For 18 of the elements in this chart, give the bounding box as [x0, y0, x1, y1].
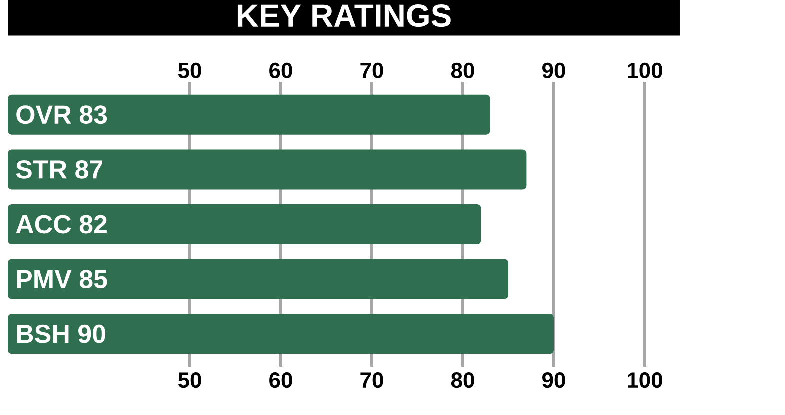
chart-title: KEY RATINGS [238, 4, 451, 28]
x2-tick-label: 50 [178, 372, 202, 388]
y-tick-label: STR 87 [16, 160, 103, 179]
y-tick-label: PMV 85 [17, 270, 108, 288]
x-tick-label: 90 [542, 62, 566, 78]
y-tick-label: OVR 83 [16, 106, 108, 124]
x2-tick-label: 70 [360, 372, 384, 388]
x2-tick-label: 100 [628, 372, 662, 388]
x2-tick-label: 60 [270, 372, 292, 388]
x-tick-label: 80 [451, 62, 474, 78]
x-tick-label: 50 [178, 62, 202, 78]
x-tick-label: 100 [628, 62, 662, 78]
y-tick-label: ACC 82 [16, 215, 107, 234]
y-tick-label: BSH 90 [17, 324, 106, 344]
x-tick-label: 70 [360, 62, 384, 78]
x2-tick-label: 90 [542, 372, 566, 388]
x-tick-label: 60 [270, 62, 292, 78]
x2-tick-label: 80 [451, 372, 474, 388]
